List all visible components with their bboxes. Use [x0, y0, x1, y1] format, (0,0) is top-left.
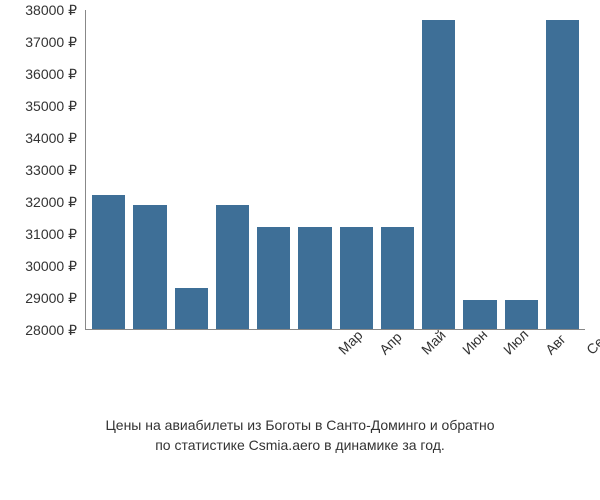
bar	[92, 195, 125, 329]
bar	[422, 20, 455, 329]
y-tick: 34000 ₽	[15, 131, 85, 145]
chart-caption: Цены на авиабилеты из Боготы в Санто-Дом…	[15, 415, 585, 456]
y-tick: 36000 ₽	[15, 67, 85, 81]
y-tick: 37000 ₽	[15, 35, 85, 49]
bar	[381, 227, 414, 329]
y-axis: 28000 ₽29000 ₽30000 ₽31000 ₽32000 ₽33000…	[15, 10, 85, 330]
plot-area	[85, 10, 585, 330]
y-tick: 35000 ₽	[15, 99, 85, 113]
y-tick: 31000 ₽	[15, 227, 85, 241]
y-tick: 29000 ₽	[15, 291, 85, 305]
y-tick: 32000 ₽	[15, 195, 85, 209]
y-tick: 33000 ₽	[15, 163, 85, 177]
bar	[257, 227, 290, 329]
caption-line2: по статистике Csmia.aero в динамике за г…	[155, 437, 445, 453]
bar	[298, 227, 331, 329]
bar	[175, 288, 208, 329]
y-tick: 38000 ₽	[15, 3, 85, 17]
bar	[340, 227, 373, 329]
caption-line1: Цены на авиабилеты из Боготы в Санто-Дом…	[105, 417, 494, 433]
x-axis: МарАпрМайИюнИюлАвгСенОктНояДекЯнвфев	[85, 335, 585, 405]
price-chart: 28000 ₽ 29000 ₽ 30000 ₽ 31000 ₽ 32000 ₽ 33000…	[15, 10, 585, 370]
bar	[546, 20, 579, 329]
y-tick: 28000 ₽	[15, 323, 85, 337]
bar	[133, 205, 166, 329]
y-tick: 30000 ₽	[15, 259, 85, 273]
bars-container	[86, 10, 585, 329]
bar	[216, 205, 249, 329]
